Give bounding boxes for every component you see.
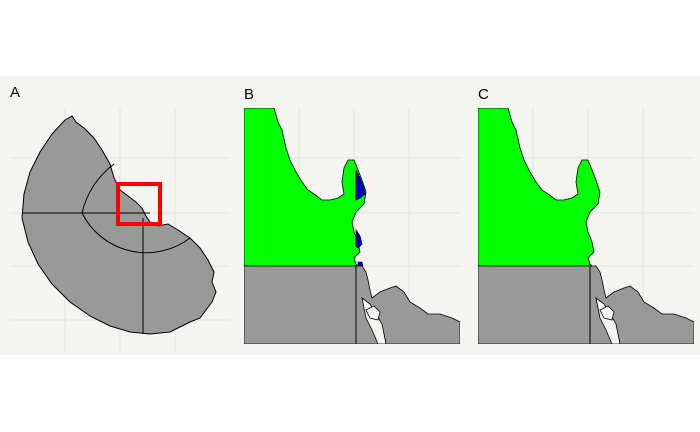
panel-a-map — [10, 108, 230, 353]
panel-a-label: A — [10, 84, 21, 101]
island-shape — [599, 305, 615, 321]
blue-region-upper — [355, 169, 366, 201]
panel-c-map — [478, 108, 694, 344]
panel-b-map — [244, 108, 460, 344]
panel-c-label: C — [478, 86, 489, 103]
island-shape — [365, 305, 381, 321]
green-region — [244, 108, 367, 267]
graticule-lines — [22, 163, 191, 334]
green-region — [478, 108, 601, 267]
blue-region-lower — [355, 228, 363, 249]
panel-b-label: B — [244, 86, 255, 103]
land-shape — [478, 265, 694, 344]
blue-region-edge — [357, 261, 364, 267]
land-shape — [244, 265, 460, 344]
highlight-box — [116, 182, 162, 226]
